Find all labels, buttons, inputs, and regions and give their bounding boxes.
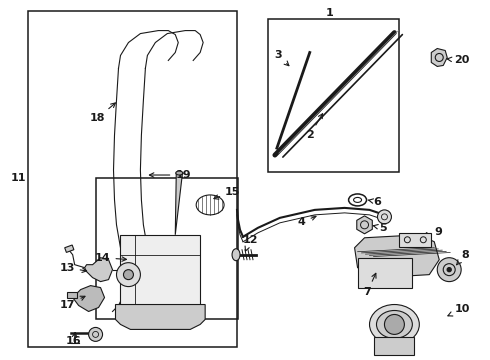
Ellipse shape bbox=[369, 305, 419, 345]
Text: 6: 6 bbox=[368, 197, 382, 207]
Circle shape bbox=[123, 270, 133, 280]
Polygon shape bbox=[116, 305, 205, 329]
Bar bbox=[374, 337, 415, 355]
Circle shape bbox=[117, 263, 141, 287]
Text: 15: 15 bbox=[214, 187, 241, 199]
Text: 9: 9 bbox=[423, 227, 442, 237]
Bar bbox=[65, 245, 74, 252]
Circle shape bbox=[89, 328, 102, 341]
Text: 18: 18 bbox=[90, 103, 116, 123]
Circle shape bbox=[377, 210, 392, 224]
Circle shape bbox=[437, 258, 461, 282]
Polygon shape bbox=[355, 235, 439, 278]
Ellipse shape bbox=[176, 171, 183, 175]
Bar bbox=[399, 233, 431, 247]
Text: 3: 3 bbox=[274, 50, 289, 66]
Circle shape bbox=[385, 315, 404, 334]
Text: 19: 19 bbox=[149, 170, 191, 180]
Polygon shape bbox=[175, 173, 183, 235]
Text: 1: 1 bbox=[326, 8, 334, 18]
Text: 16: 16 bbox=[66, 333, 81, 346]
Polygon shape bbox=[85, 258, 113, 282]
Text: 4: 4 bbox=[298, 216, 316, 227]
Text: 8: 8 bbox=[457, 250, 469, 265]
Bar bbox=[28, 11, 237, 347]
Text: 10: 10 bbox=[448, 305, 469, 316]
Text: 5: 5 bbox=[373, 223, 387, 233]
Text: 7: 7 bbox=[364, 273, 376, 297]
Bar bbox=[121, 235, 200, 305]
Text: 11: 11 bbox=[11, 173, 26, 183]
Ellipse shape bbox=[376, 310, 413, 338]
Polygon shape bbox=[357, 216, 372, 234]
Bar bbox=[268, 19, 399, 172]
Text: 2: 2 bbox=[306, 114, 322, 140]
Text: 14: 14 bbox=[95, 253, 126, 263]
Ellipse shape bbox=[232, 249, 240, 261]
Text: 13: 13 bbox=[59, 263, 87, 273]
Text: 20: 20 bbox=[447, 55, 469, 66]
Text: 17: 17 bbox=[60, 296, 85, 310]
Bar bbox=[67, 292, 76, 298]
Bar bbox=[358, 258, 413, 288]
Polygon shape bbox=[431, 49, 447, 67]
Circle shape bbox=[447, 268, 451, 272]
Text: 12: 12 bbox=[242, 235, 258, 251]
Bar bbox=[96, 178, 238, 319]
Polygon shape bbox=[73, 285, 104, 311]
